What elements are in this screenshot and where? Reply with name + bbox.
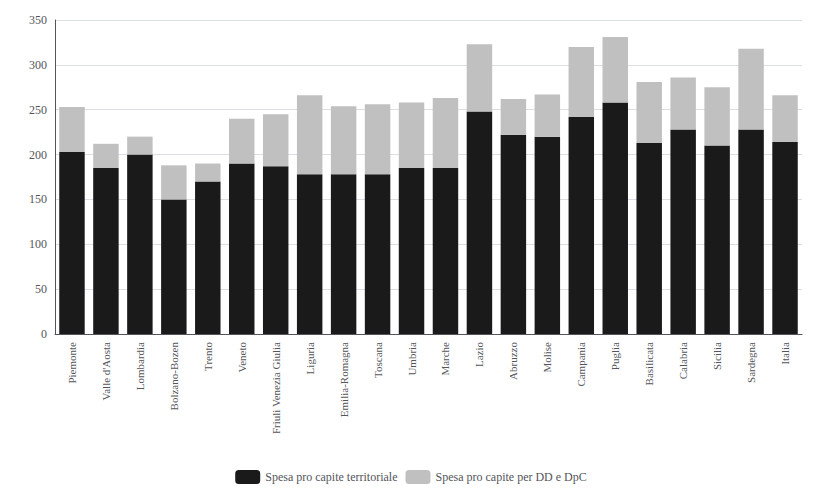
svg-text:Campania: Campania	[575, 342, 587, 387]
svg-text:Liguria: Liguria	[304, 342, 316, 374]
svg-text:250: 250	[29, 103, 47, 117]
svg-text:Puglia: Puglia	[609, 342, 621, 370]
svg-text:Lombardia: Lombardia	[134, 342, 146, 390]
svg-text:100: 100	[29, 237, 47, 251]
svg-text:Valle d'Aosta: Valle d'Aosta	[100, 342, 112, 401]
svg-text:Italia: Italia	[779, 342, 791, 365]
svg-text:Toscana: Toscana	[372, 342, 384, 378]
svg-text:Spesa pro capite per DD e DpC: Spesa pro capite per DD e DpC	[435, 470, 586, 484]
svg-text:Marche: Marche	[439, 342, 451, 376]
svg-text:Abruzzo: Abruzzo	[507, 342, 519, 380]
svg-text:350: 350	[29, 13, 47, 27]
svg-text:Bolzano-Bozen: Bolzano-Bozen	[168, 342, 180, 411]
svg-text:300: 300	[29, 58, 47, 72]
svg-text:Trento: Trento	[202, 342, 214, 371]
svg-text:Friuli Venezia Giulia: Friuli Venezia Giulia	[270, 342, 282, 434]
svg-text:200: 200	[29, 148, 47, 162]
svg-text:Veneto: Veneto	[236, 342, 248, 373]
svg-text:Molise: Molise	[541, 342, 553, 373]
svg-text:Lazio: Lazio	[473, 342, 485, 368]
svg-text:Emilia-Romagna: Emilia-Romagna	[338, 342, 350, 417]
svg-text:Sicilia: Sicilia	[711, 342, 723, 370]
svg-text:Piemonte: Piemonte	[66, 342, 78, 384]
svg-text:Calabria: Calabria	[677, 342, 689, 379]
svg-text:50: 50	[35, 282, 47, 296]
svg-text:Umbria: Umbria	[406, 342, 418, 376]
svg-text:150: 150	[29, 192, 47, 206]
svg-text:0: 0	[41, 327, 47, 341]
svg-text:Sardegna: Sardegna	[745, 342, 757, 383]
svg-text:Spesa pro capite territoriale: Spesa pro capite territoriale	[265, 470, 397, 484]
svg-text:Basilicata: Basilicata	[643, 342, 655, 385]
